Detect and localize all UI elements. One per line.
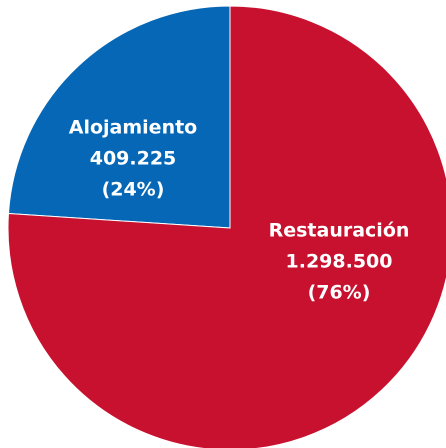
pie-slice — [7, 5, 446, 448]
slice-value-label: 1.298.500 — [286, 251, 393, 273]
slice-percent-label: (24%) — [102, 179, 165, 201]
slice-percent-label: (76%) — [308, 282, 371, 304]
slice-category-label: Restauración — [269, 220, 410, 242]
pie-slice — [7, 5, 231, 229]
slice-category-label: Alojamiento — [69, 117, 197, 139]
slice-value-label: 409.225 — [90, 148, 177, 170]
